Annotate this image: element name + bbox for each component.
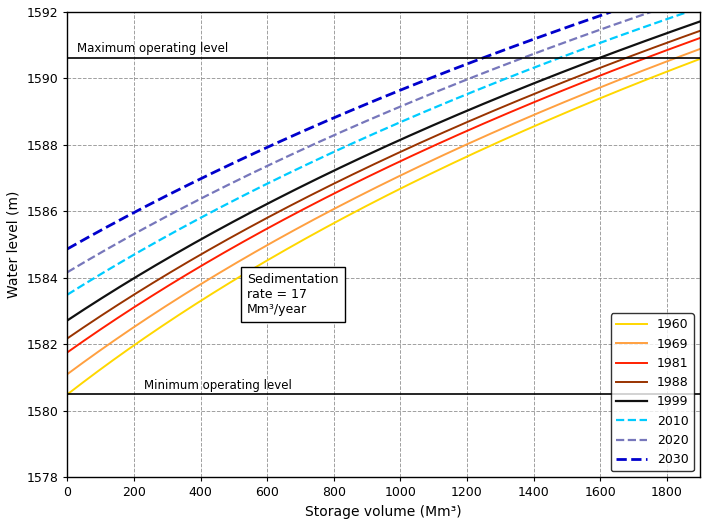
Text: Maximum operating level: Maximum operating level bbox=[77, 42, 228, 55]
Text: Sedimentation
rate = 17
Mm³/year: Sedimentation rate = 17 Mm³/year bbox=[247, 273, 339, 316]
Text: Minimum operating level: Minimum operating level bbox=[144, 379, 292, 392]
X-axis label: Storage volume (Mm³): Storage volume (Mm³) bbox=[305, 505, 462, 519]
Legend: 1960, 1969, 1981, 1988, 1999, 2010, 2020, 2030: 1960, 1969, 1981, 1988, 1999, 2010, 2020… bbox=[611, 313, 694, 471]
Y-axis label: Water level (m): Water level (m) bbox=[7, 191, 21, 298]
